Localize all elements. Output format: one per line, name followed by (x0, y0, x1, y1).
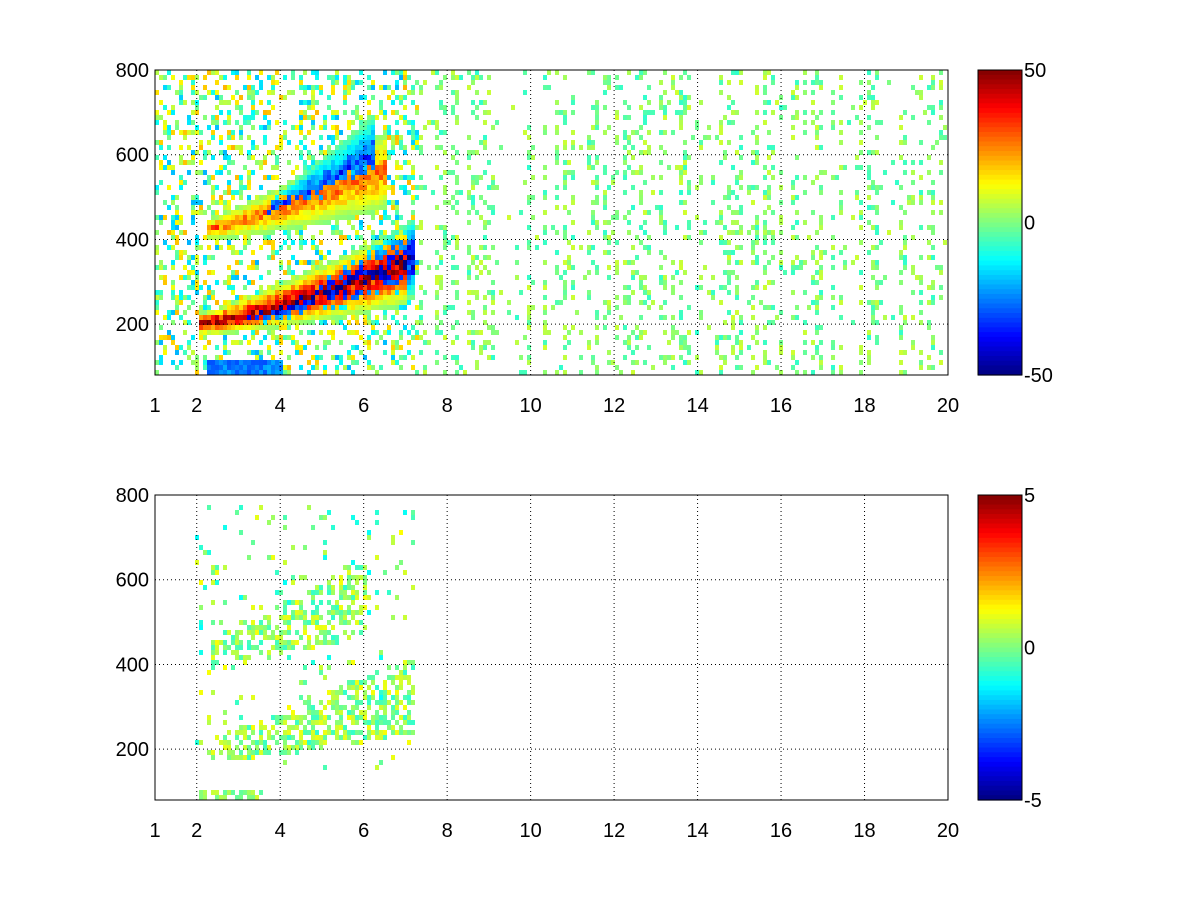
y-tick-label: 400 (116, 654, 149, 676)
y-tick-label: 200 (116, 314, 149, 336)
x-tick-label: 20 (937, 395, 959, 417)
y-tick-label: 600 (116, 145, 149, 167)
y-tick-label: 200 (116, 739, 149, 761)
x-tick-label: 4 (275, 820, 286, 842)
x-tick-label: 4 (275, 395, 286, 417)
colorbar: 5 0 -5 (977, 485, 1042, 812)
colorbar: 50 0 -50 (977, 60, 1053, 387)
axes-frame (154, 494, 949, 801)
x-tick-label: 20 (937, 820, 959, 842)
x-tick-label: 14 (686, 395, 708, 417)
y-tick-label: 800 (116, 485, 149, 507)
colorbar-tick-label: -5 (1024, 790, 1042, 812)
x-tick-label: 12 (603, 395, 625, 417)
x-tick-label: 12 (603, 820, 625, 842)
x-tick-label: 10 (520, 820, 542, 842)
x-tick-label: 6 (358, 395, 369, 417)
x-tick-label: 2 (191, 820, 202, 842)
colorbar-tick-label: -50 (1024, 365, 1053, 387)
x-tick-label: 10 (520, 395, 542, 417)
colorbar-tick-label: 0 (1024, 638, 1035, 660)
axes-frame (154, 69, 949, 376)
x-tick-label: 1 (149, 820, 160, 842)
x-tick-label: 1 (149, 395, 160, 417)
x-tick-label: 18 (853, 820, 875, 842)
x-tick-label: 18 (853, 395, 875, 417)
x-tick-label: 14 (686, 820, 708, 842)
y-tick-label: 400 (116, 229, 149, 251)
colorbar-tick-label: 50 (1024, 60, 1046, 82)
heatmap-cells (155, 70, 947, 375)
colorbar-tick-label: 5 (1024, 485, 1035, 507)
colorbar-tick-label: 0 (1024, 213, 1035, 235)
x-tick-label: 8 (442, 820, 453, 842)
x-tick-label: 16 (770, 395, 792, 417)
x-tick-label: 16 (770, 820, 792, 842)
x-tick-label: 6 (358, 820, 369, 842)
x-tick-label: 8 (442, 395, 453, 417)
heatmap-cells (195, 505, 415, 800)
x-tick-label: 2 (191, 395, 202, 417)
y-tick-label: 600 (116, 570, 149, 592)
y-tick-label: 800 (116, 60, 149, 82)
